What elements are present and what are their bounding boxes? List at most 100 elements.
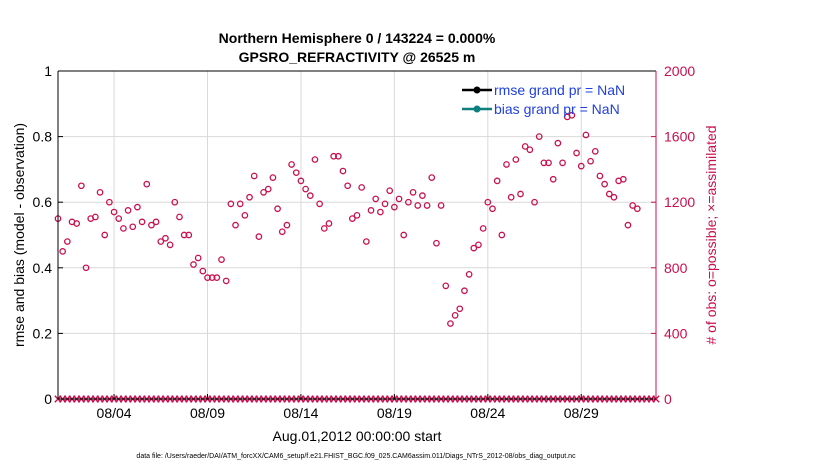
possible-point [573, 149, 580, 157]
possible-point [367, 207, 375, 214]
series-possible [54, 111, 641, 327]
possible-point [334, 152, 342, 160]
possible-point [353, 211, 361, 219]
possible-point [316, 200, 323, 208]
possible-point [92, 213, 99, 221]
possible-point [605, 190, 613, 198]
possible-point [591, 148, 599, 155]
possible-point [241, 211, 249, 219]
possible-point [512, 156, 520, 163]
possible-point [489, 205, 496, 213]
y-right-tick-label: 0 [664, 391, 672, 407]
possible-point [465, 271, 473, 278]
possible-point [348, 215, 356, 222]
possible-point [479, 225, 487, 232]
possible-point [554, 139, 562, 147]
possible-point [120, 225, 127, 232]
possible-point [138, 218, 146, 226]
possible-point [619, 175, 627, 183]
possible-point [545, 159, 552, 167]
chart-subtitle: GPSRO_REFRACTIVITY @ 26525 m [239, 49, 476, 65]
possible-point [633, 205, 641, 213]
possible-point [106, 198, 113, 206]
possible-point [540, 159, 548, 167]
plot-area [58, 71, 656, 399]
possible-point [521, 143, 529, 150]
possible-point [559, 159, 566, 167]
possible-point [624, 221, 632, 229]
possible-point [610, 193, 618, 201]
y-right-tick-label: 2000 [664, 63, 695, 79]
possible-point [433, 239, 440, 247]
possible-point [124, 207, 132, 214]
possible-point [250, 172, 258, 180]
possible-point [419, 192, 426, 199]
possible-point [129, 223, 137, 231]
possible-point [232, 221, 239, 229]
y-right-tick-label: 1600 [664, 129, 695, 145]
possible-point [320, 225, 328, 232]
x-axis-label: Aug.01,2012 00:00:00 start [273, 428, 442, 444]
possible-point [306, 192, 314, 199]
legend-bias-label: bias grand pr = NaN [494, 101, 620, 117]
possible-point [330, 152, 337, 160]
y-left-tick-label: 1 [44, 63, 52, 79]
possible-point [372, 195, 380, 203]
possible-point [115, 215, 123, 222]
possible-point [213, 274, 221, 281]
possible-point [208, 274, 216, 281]
possible-point [134, 203, 141, 211]
possible-point [194, 254, 202, 262]
possible-point [442, 282, 450, 290]
possible-point [423, 202, 431, 209]
possible-point [339, 167, 347, 175]
possible-point [311, 156, 319, 163]
possible-point [292, 169, 300, 177]
possible-point [190, 261, 197, 268]
possible-point [176, 213, 183, 221]
possible-point [255, 233, 263, 240]
possible-point [405, 198, 412, 206]
possible-point [148, 221, 155, 229]
possible-point [199, 267, 207, 275]
possible-point [461, 287, 468, 295]
legend-rmse-marker [473, 86, 481, 94]
possible-point [414, 202, 422, 209]
possible-point [400, 231, 408, 239]
possible-point [143, 180, 151, 188]
possible-point [503, 161, 510, 168]
possible-point [185, 231, 193, 239]
possible-point [451, 312, 459, 319]
possible-point [269, 174, 277, 181]
possible-point [73, 220, 81, 227]
possible-point [162, 234, 169, 242]
x-tick-label: 08/19 [377, 405, 412, 421]
x-tick-label: 08/29 [564, 405, 599, 421]
possible-point [507, 193, 515, 201]
x-tick-label: 08/09 [190, 405, 225, 421]
possible-point [302, 185, 309, 193]
possible-point [577, 162, 585, 170]
possible-point [227, 200, 235, 208]
legend: rmse grand pr = NaN bias grand pr = NaN [462, 82, 625, 117]
possible-point [409, 189, 417, 196]
possible-point [218, 256, 225, 263]
possible-point [222, 277, 230, 285]
y-right-tick-label: 1200 [664, 194, 695, 210]
possible-point [498, 231, 506, 239]
possible-point [587, 157, 594, 165]
possible-point [395, 195, 403, 203]
possible-point [362, 238, 370, 245]
possible-point [386, 187, 394, 195]
y-left-tick-label: 0.6 [33, 194, 53, 210]
possible-point [470, 244, 478, 252]
possible-point [78, 182, 85, 190]
x-tick-label: 08/04 [97, 405, 132, 421]
possible-point [456, 305, 464, 313]
possible-point [437, 202, 445, 209]
possible-point [288, 161, 295, 168]
possible-point [568, 111, 576, 119]
possible-point [535, 133, 543, 140]
possible-point [157, 238, 165, 245]
possible-point [475, 241, 482, 249]
